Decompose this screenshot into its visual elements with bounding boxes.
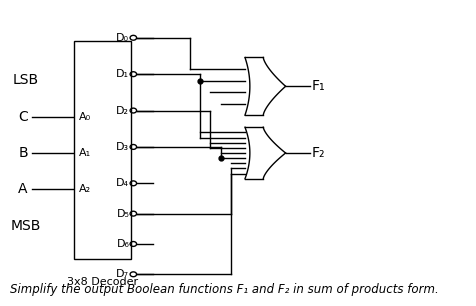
Text: Simplify the output Boolean functions F₁ and F₂ in sum of products form.: Simplify the output Boolean functions F₁…: [10, 283, 438, 296]
Text: LSB: LSB: [13, 73, 39, 87]
Text: A₂: A₂: [79, 185, 90, 194]
Text: C: C: [18, 110, 28, 124]
Text: A: A: [18, 182, 28, 196]
Text: D₁: D₁: [116, 69, 129, 79]
Text: A₁: A₁: [79, 148, 90, 158]
Bar: [74, 41, 131, 259]
Text: D₆: D₆: [117, 239, 129, 249]
Text: D₀: D₀: [116, 33, 129, 43]
Text: D₂: D₂: [116, 106, 129, 116]
Text: D₅: D₅: [117, 209, 129, 219]
Text: D₇: D₇: [116, 269, 129, 279]
Text: F₁: F₁: [312, 79, 326, 93]
Text: A₀: A₀: [79, 112, 90, 121]
Text: D₃: D₃: [116, 142, 129, 152]
Text: 3x8 Decoder: 3x8 Decoder: [67, 277, 139, 287]
Text: MSB: MSB: [10, 219, 41, 233]
Text: F₂: F₂: [312, 146, 326, 160]
Text: D₄: D₄: [116, 178, 129, 188]
Text: B: B: [18, 146, 28, 160]
